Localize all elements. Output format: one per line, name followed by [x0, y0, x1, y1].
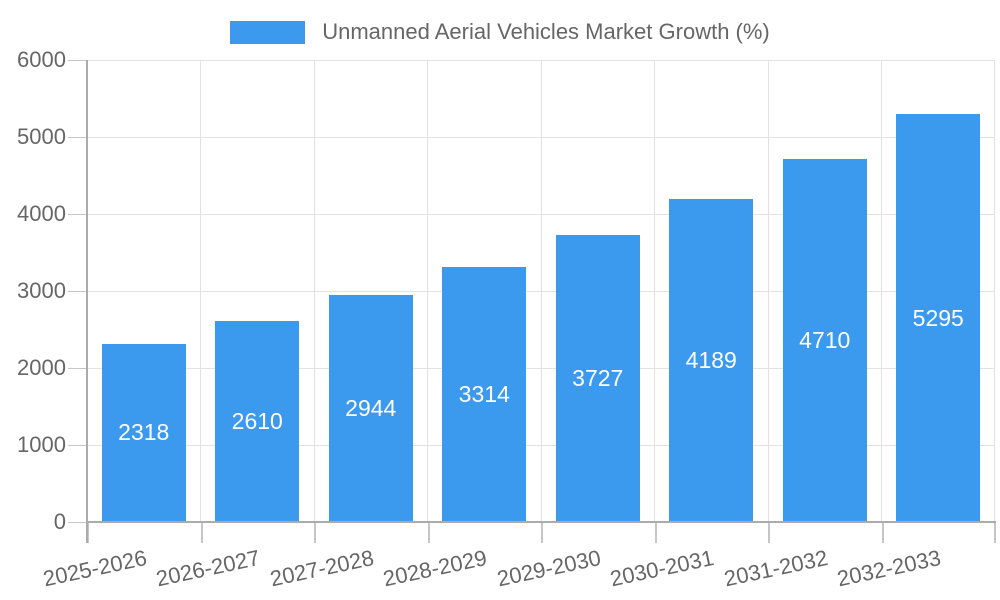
bar-value-label: 4189 — [685, 347, 737, 374]
bar-value-label: 3314 — [458, 380, 510, 407]
y-tick-label: 4000 — [17, 201, 66, 226]
y-tick-label: 0 — [53, 509, 66, 534]
plot-area: 2318 2610 2944 3314 3727 4189 4710 5295 — [87, 59, 995, 522]
x-gridline — [200, 60, 201, 522]
x-gridline — [313, 60, 315, 522]
x-tick-mark — [200, 522, 203, 543]
x-tick-mark — [881, 522, 884, 543]
bar-value-label: 2610 — [231, 408, 283, 435]
x-axis-line — [86, 521, 996, 523]
y-axis-line — [86, 60, 88, 543]
bar[interactable]: 4189 — [669, 199, 754, 522]
x-gridline — [540, 60, 542, 522]
bar-value-label: 5295 — [912, 304, 964, 331]
chart-legend[interactable]: Unmanned Aerial Vehicles Market Growth (… — [0, 19, 1000, 45]
bar[interactable]: 3314 — [442, 266, 527, 522]
x-gridline — [881, 60, 882, 522]
bar-value-label: 4710 — [799, 327, 851, 354]
x-tick-mark — [314, 522, 316, 543]
bar[interactable]: 2944 — [328, 295, 413, 522]
y-tick-mark — [68, 368, 87, 369]
x-tick-mark — [768, 522, 770, 543]
bar[interactable]: 5295 — [896, 114, 981, 522]
legend-label: Unmanned Aerial Vehicles Market Growth (… — [322, 19, 770, 44]
y-tick-mark — [68, 214, 87, 215]
legend-swatch-icon — [230, 20, 306, 44]
y-tick-mark — [68, 522, 87, 523]
y-tick-label: 2000 — [17, 355, 66, 380]
y-tick-mark — [68, 137, 87, 138]
x-gridline — [654, 60, 655, 522]
y-tick-mark — [68, 291, 87, 292]
x-gridline — [427, 60, 428, 522]
x-tick-mark — [541, 522, 543, 543]
y-tick-label: 3000 — [17, 278, 66, 303]
bar[interactable]: 3727 — [555, 235, 640, 522]
y-tick-mark — [68, 60, 87, 61]
bar-value-label: 2318 — [118, 419, 170, 446]
x-gridline — [767, 60, 769, 522]
x-tick-mark — [427, 522, 430, 543]
y-tick-label: 5000 — [17, 124, 66, 149]
bar[interactable]: 2610 — [215, 321, 300, 522]
y-tick-label: 1000 — [17, 432, 66, 457]
bar-value-label: 2944 — [345, 395, 397, 422]
bar[interactable]: 4710 — [782, 159, 867, 522]
x-tick-mark — [994, 522, 996, 543]
y-tick-mark — [68, 445, 87, 446]
bar-value-label: 3727 — [572, 365, 624, 392]
x-gridline — [993, 60, 995, 522]
bar[interactable]: 2318 — [101, 343, 186, 522]
x-tick-mark — [654, 522, 657, 543]
x-tick-mark — [87, 522, 89, 543]
y-tick-label: 6000 — [17, 47, 66, 72]
